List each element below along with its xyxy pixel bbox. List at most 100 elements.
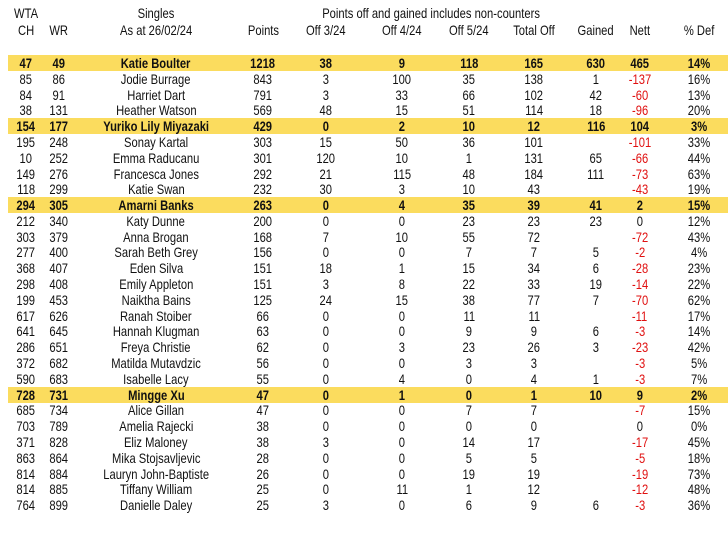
cell-total-off: 9: [530, 323, 538, 340]
cell-gained: 6: [592, 323, 600, 340]
cell-pct-def: 36%: [687, 497, 711, 514]
cell-pct-def: 45%: [687, 433, 711, 450]
cell-ch: 47: [19, 55, 33, 71]
cell-name: Heather Watson: [115, 102, 197, 119]
header-wta: WTA: [13, 5, 39, 21]
cell-ch: 85: [19, 70, 33, 87]
cell-off-3-24: 0: [322, 386, 330, 403]
cell-points: 168: [253, 228, 273, 245]
column-header-off-4-24: Off 4/24: [382, 22, 422, 38]
cell-pct-def: 23%: [687, 260, 711, 277]
cell-wr: 86: [52, 70, 66, 87]
cell-points: 263: [253, 197, 273, 214]
column-header-wr: WR: [49, 22, 69, 38]
column-header-ch: CH: [17, 22, 35, 38]
cell-name: Yuriko Lily Miyazaki: [103, 118, 209, 135]
cell-off-4-24: 0: [398, 402, 406, 419]
cell-gained: 65: [589, 149, 603, 166]
cell-off-4-24: 1: [398, 260, 406, 277]
header-singles: Singles: [137, 5, 175, 21]
cell-total-off: 165: [524, 55, 544, 71]
cell-ch: 212: [16, 212, 36, 229]
cell-points: 151: [253, 260, 273, 277]
cell-nett: -96: [631, 102, 649, 119]
cell-off-3-24: 15: [319, 133, 333, 150]
cell-pct-def: 20%: [687, 102, 711, 119]
table-row: 372 682 Matilda Mutavdzic 56 0 0 3 3 -3 5%: [0, 355, 728, 371]
cell-name: Katie Boulter: [121, 55, 191, 71]
cell-total-off: 23: [527, 212, 541, 229]
cell-total-off: 0: [530, 418, 538, 435]
cell-off-5-24: 6: [465, 497, 473, 514]
cell-total-off: 19: [527, 465, 541, 482]
cell-name: Amarni Banks: [118, 197, 194, 214]
cell-ch: 298: [16, 276, 36, 293]
table-row: 371 828 Eliz Maloney 38 3 0 14 17 -17 45%: [0, 434, 728, 450]
cell-total-off: 4: [530, 370, 538, 387]
cell-points: 28: [256, 449, 270, 466]
cell-ch: 641: [16, 323, 36, 340]
cell-total-off: 11: [528, 307, 540, 324]
cell-name: Harriet Dart: [127, 86, 185, 103]
cell-ch: 38: [19, 102, 33, 119]
table-row: 84 91 Harriet Dart 791 3 33 66 102 42 -60 13%: [0, 87, 728, 103]
cell-ch: 590: [16, 370, 36, 387]
cell-off-3-24: 0: [322, 197, 330, 214]
table-row: 212 340 Katy Dunne 200 0 0 23 23 23 0 12%: [0, 213, 728, 229]
cell-pct-def: 62%: [687, 291, 711, 308]
cell-pct-def: 3%: [690, 118, 708, 135]
cell-nett: -70: [631, 291, 649, 308]
cell-off-4-24: 9: [398, 55, 406, 71]
table-row: 47 49 Katie Boulter 1218 38 9 118 165 630 465 14%: [8, 55, 728, 71]
column-header-off-3-24: Off 3/24: [306, 22, 346, 38]
cell-gained: 5: [592, 244, 600, 261]
cell-name: Mika Stojsavljevic: [111, 449, 201, 466]
cell-off-5-24: 36: [462, 133, 476, 150]
cell-ch: 863: [16, 449, 36, 466]
column-header-off-5-24: Off 5/24: [449, 22, 489, 38]
table-row: 303 379 Anna Brogan 168 7 10 55 72 -72 43%: [0, 229, 728, 245]
cell-off-4-24: 3: [398, 181, 406, 198]
cell-off-3-24: 0: [322, 402, 330, 419]
cell-pct-def: 43%: [687, 228, 711, 245]
cell-off-3-24: 120: [316, 149, 336, 166]
cell-ch: 372: [16, 355, 36, 371]
cell-points: 38: [256, 433, 270, 450]
cell-points: 125: [253, 291, 273, 308]
cell-pct-def: 5%: [690, 355, 708, 371]
cell-wr: 453: [49, 291, 69, 308]
cell-off-3-24: 3: [322, 497, 330, 514]
cell-off-5-24: 55: [462, 228, 476, 245]
cell-name: Katie Swan: [127, 181, 185, 198]
cell-pct-def: 33%: [687, 133, 711, 150]
cell-off-4-24: 0: [398, 244, 406, 261]
cell-nett: 9: [636, 386, 644, 403]
cell-off-4-24: 0: [398, 212, 406, 229]
cell-off-4-24: 15: [395, 291, 409, 308]
cell-total-off: 9: [530, 497, 538, 514]
cell-name: Sarah Beth Grey: [114, 244, 198, 261]
cell-off-5-24: 10: [462, 181, 476, 198]
cell-gained: 7: [592, 291, 600, 308]
cell-off-3-24: 24: [319, 291, 333, 308]
table-row: 703 789 Amelia Rajecki 38 0 0 0 0 0 0%: [0, 418, 728, 434]
cell-total-off: 102: [524, 86, 544, 103]
cell-off-4-24: 15: [395, 102, 409, 119]
cell-nett: 465: [630, 55, 650, 71]
cell-wr: 305: [49, 197, 69, 214]
cell-off-5-24: 9: [465, 323, 473, 340]
cell-nett: -3: [635, 355, 645, 371]
cell-name: Katy Dunne: [126, 212, 186, 229]
cell-gained: 23: [589, 212, 603, 229]
cell-off-4-24: 0: [398, 465, 406, 482]
cell-nett: 2: [636, 197, 644, 214]
cell-nett: -28: [631, 260, 649, 277]
cell-pct-def: 19%: [687, 181, 711, 198]
cell-pct-def: 18%: [687, 449, 711, 466]
table-row: 277 400 Sarah Beth Grey 156 0 0 7 7 5 -2 4%: [0, 244, 728, 260]
cell-pct-def: 2%: [690, 386, 708, 403]
cell-off-4-24: 4: [398, 370, 406, 387]
cell-off-4-24: 1: [398, 386, 406, 403]
cell-off-5-24: 14: [462, 433, 476, 450]
cell-gained: 10: [589, 386, 603, 403]
